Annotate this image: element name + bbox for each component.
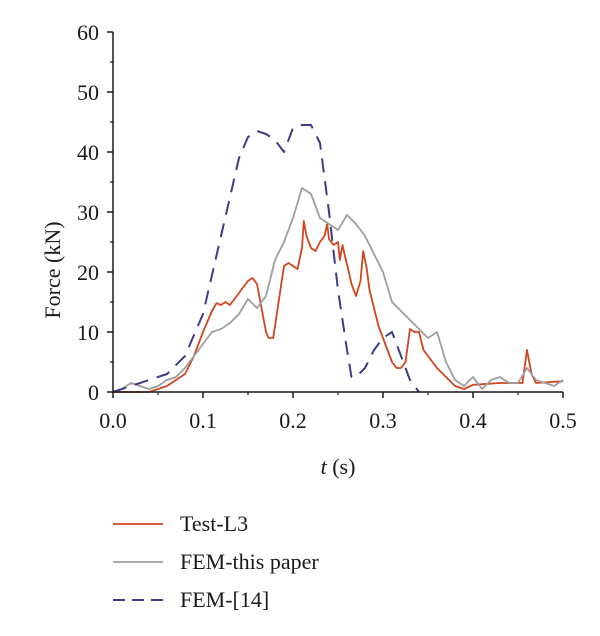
- y-tick-label: 30: [77, 200, 99, 225]
- legend-item: FEM-[14]: [113, 587, 269, 612]
- x-tick-label: 0.5: [549, 408, 577, 433]
- legend-item: Test-L3: [113, 511, 248, 536]
- x-tick-label: 0.0: [99, 408, 127, 433]
- legend-label: FEM-this paper: [180, 549, 319, 574]
- x-tick-label: 0.1: [189, 408, 217, 433]
- x-tick-label: 0.2: [279, 408, 307, 433]
- x-axis-unit: (s): [327, 454, 356, 479]
- x-axis-variable: t: [321, 454, 328, 479]
- x-tick-label: 0.4: [459, 408, 487, 433]
- y-tick-label: 0: [88, 380, 99, 405]
- y-tick-label: 20: [77, 260, 99, 285]
- series-line-2: [112, 187, 564, 393]
- series-line-3: [112, 124, 420, 393]
- series-line-1: [113, 220, 564, 393]
- y-axis-title: Force (kN): [40, 221, 65, 318]
- x-tick-label: 0.3: [369, 408, 397, 433]
- axes: [107, 31, 564, 398]
- legend-label: FEM-[14]: [180, 587, 269, 612]
- plot-lines: [112, 124, 564, 393]
- tick-labels: 0 10 20 30 40 50 60 0.0 0.1 0.2 0.3 0.4 0.5: [77, 20, 577, 433]
- x-axis-title: t (s): [321, 454, 356, 479]
- y-tick-label: 50: [77, 80, 99, 105]
- legend-item: FEM-this paper: [113, 549, 319, 574]
- y-tick-label: 60: [77, 20, 99, 45]
- y-tick-label: 40: [77, 140, 99, 165]
- legend: Test-L3 FEM-this paper FEM-[14]: [113, 511, 319, 612]
- legend-label: Test-L3: [180, 511, 248, 536]
- y-tick-label: 10: [77, 320, 99, 345]
